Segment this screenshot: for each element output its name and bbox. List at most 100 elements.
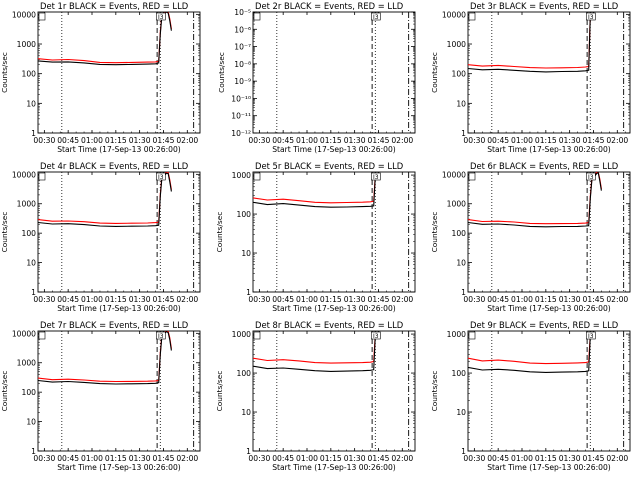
y-axis-label: Counts/sec [430,52,439,93]
x-axis-label: Start Time (17-Sep-13 00:26:00) [487,463,611,472]
x-tick-label: 02:00 [606,295,628,304]
panel-title: Det 3r BLACK = Events, RED = LLD [470,1,618,11]
x-tick-label: 00:30 [463,295,485,304]
x-axis-label: Start Time (17-Sep-13 00:26:00) [57,304,181,313]
corner-box [468,172,476,181]
series-line-lld [468,14,591,69]
series-line-lld [253,175,376,204]
x-tick-label: 02:00 [606,454,628,463]
y-tick-label: 10⁻⁹ [234,77,251,86]
series-line-lld [468,334,591,365]
y-tick-label: 1 [246,288,251,297]
y-tick-label: 1000 [17,40,36,49]
y-tick-label: 100 [22,229,37,238]
y-tick-label: 100 [22,70,37,79]
x-tick-label: 02:00 [606,136,628,145]
x-tick-label: 01:30 [559,136,581,145]
x-tick-label: 02:00 [176,295,198,304]
x-tick-label: 01:30 [344,295,366,304]
y-tick-label: 1 [461,129,466,138]
panel-det-6: Det 6r BLACK = Events, RED = LLD 00:30 00:… [430,161,631,313]
y-tick-label: 10000 [12,170,36,179]
x-tick-label: 01:30 [344,136,366,145]
x-tick-label: 02:00 [391,454,413,463]
y-tick-label: 10 [26,259,36,268]
x-tick-label: 02:00 [391,136,413,145]
series-line-events [253,176,376,208]
x-tick-label: 00:45 [487,136,509,145]
series-line-lld [38,12,172,64]
y-axis-label: Counts/sec [0,212,9,253]
marker-box [370,12,381,21]
x-tick-label: 00:45 [272,295,294,304]
panel-title: Det 5r BLACK = Events, RED = LLD [255,161,403,171]
x-tick-label: 00:45 [487,295,509,304]
y-tick-label: 10⁻⁸ [234,60,251,69]
y-tick-label: 100 [452,369,467,378]
plot-frame [37,171,201,293]
y-tick-label: 100 [452,229,467,238]
marker-box-label: I3 [158,333,164,340]
x-tick-label: 01:15 [535,295,557,304]
plot-frame [252,11,416,134]
y-tick-label: 10000 [442,170,466,179]
marker-box-label: I3 [158,14,164,21]
x-tick-label: 01:45 [368,295,390,304]
y-tick-label: 10 [241,249,251,258]
x-tick-label: 00:45 [272,136,294,145]
corner-box [38,331,46,340]
series-line-events [468,172,602,228]
panel-det-3: Det 3r BLACK = Events, RED = LLD 00:30 00:… [430,1,631,154]
x-tick-label: 02:00 [176,136,198,145]
y-tick-label: 10⁻⁶ [234,25,251,34]
x-tick-label: 01:00 [296,295,318,304]
plot-frame [252,330,416,452]
y-tick-label: 10 [456,408,466,417]
corner-box [253,172,261,181]
x-axis-label: Start Time (17-Sep-13 00:26:00) [57,463,181,472]
panel-det-4: Det 4r BLACK = Events, RED = LLD 00:30 00:… [0,161,201,313]
x-tick-label: 01:45 [368,454,390,463]
x-tick-label: 00:30 [33,136,55,145]
series-line-events [38,331,172,385]
y-axis-label: Counts/sec [430,371,439,412]
y-tick-label: 10000 [12,10,36,19]
x-tick-label: 00:30 [463,454,485,463]
marker-box-label: I3 [373,174,379,181]
x-tick-label: 00:45 [57,454,79,463]
x-tick-label: 01:30 [344,454,366,463]
series-line-events [253,335,376,372]
y-tick-label: 10⁻⁷ [234,43,251,52]
series-line-events [468,15,591,73]
panel-title: Det 9r BLACK = Events, RED = LLD [470,320,618,330]
panel-title: Det 8r BLACK = Events, RED = LLD [255,320,403,330]
y-axis-label: Counts/sec [0,371,9,412]
x-tick-label: 01:15 [320,295,342,304]
y-tick-label: 1000 [447,40,466,49]
panel-title: Det 1r BLACK = Events, RED = LLD [40,1,188,11]
x-axis-label: Start Time (17-Sep-13 00:26:00) [272,463,396,472]
x-tick-label: 00:30 [248,454,270,463]
marker-box-label: I3 [373,333,379,340]
y-tick-label: 1 [461,447,466,456]
x-tick-label: 01:00 [81,136,103,145]
x-tick-label: 01:45 [368,136,390,145]
panel-det-5: Det 5r BLACK = Events, RED = LLD 00:30 00:… [215,161,416,313]
x-axis-label: Start Time (17-Sep-13 00:26:00) [272,145,396,154]
corner-box [38,12,46,21]
x-tick-label: 01:30 [129,136,151,145]
y-tick-label: 1000 [17,200,36,209]
y-tick-label: 100 [22,388,37,397]
y-tick-label: 10 [456,99,466,108]
x-axis-label: Start Time (17-Sep-13 00:26:00) [487,304,611,313]
y-axis-label: Counts/sec [0,52,9,93]
x-tick-label: 00:45 [57,295,79,304]
y-axis-label: Counts/sec [430,212,439,253]
corner-box [253,331,261,340]
marker-box-label: I3 [373,14,379,21]
marker-box-label: I3 [588,174,594,181]
x-tick-label: 00:45 [57,136,79,145]
plot-frame [467,330,631,452]
